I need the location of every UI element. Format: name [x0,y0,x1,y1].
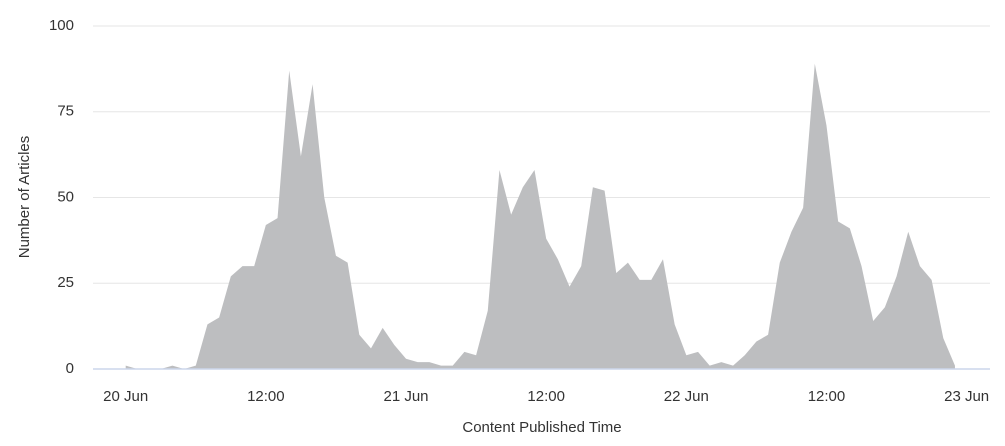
y-tick-label: 75 [57,103,74,120]
y-tick-label: 50 [57,188,74,205]
x-tick-label: 22 Jun [664,388,709,405]
x-tick-label: 12:00 [527,388,565,405]
x-tick-label: 23 Jun [944,388,989,405]
y-tick-label: 0 [66,360,74,377]
x-tick-label: 21 Jun [383,388,428,405]
y-axis-label: Number of Articles [16,136,33,259]
x-tick-label: 20 Jun [103,388,148,405]
x-tick-label: 12:00 [247,388,285,405]
x-tick-label: 12:00 [808,388,846,405]
x-axis-label: Content Published Time [462,419,621,436]
y-tick-label: 25 [57,274,74,291]
y-tick-label: 100 [49,17,74,34]
area [125,63,955,369]
